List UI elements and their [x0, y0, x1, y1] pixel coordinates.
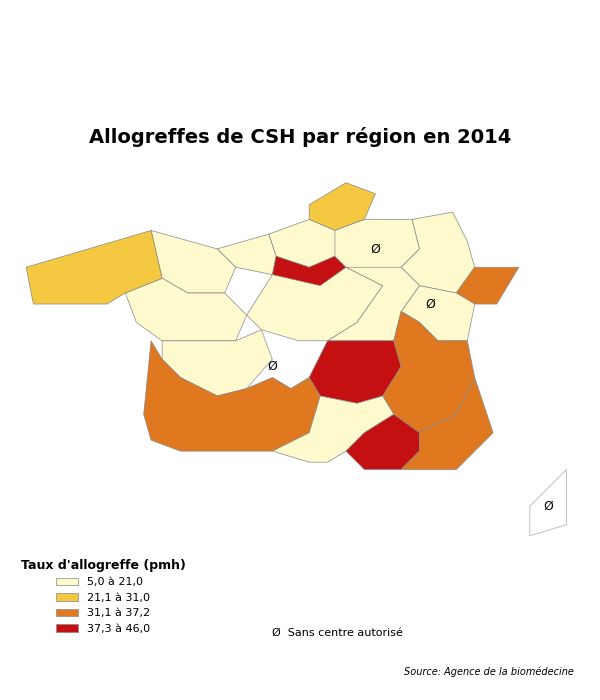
Polygon shape	[26, 230, 162, 304]
Text: Ø: Ø	[370, 242, 380, 256]
Polygon shape	[401, 212, 475, 293]
Polygon shape	[335, 220, 419, 286]
Polygon shape	[383, 312, 475, 433]
Polygon shape	[247, 267, 383, 341]
Text: Source: Agence de la biomédecine: Source: Agence de la biomédecine	[404, 666, 574, 677]
Text: Ø  Sans centre autorisé: Ø Sans centre autorisé	[271, 628, 403, 638]
Polygon shape	[247, 330, 328, 389]
Text: Ø: Ø	[268, 360, 277, 373]
Polygon shape	[309, 341, 401, 403]
Polygon shape	[346, 414, 419, 470]
Polygon shape	[269, 220, 364, 267]
Legend: 5,0 à 21,0, 21,1 à 31,0, 31,1 à 37,2, 37,3 à 46,0: 5,0 à 21,0, 21,1 à 31,0, 31,1 à 37,2, 37…	[20, 559, 185, 634]
Text: Ø: Ø	[425, 298, 436, 311]
Polygon shape	[456, 267, 519, 304]
Polygon shape	[217, 234, 276, 274]
Polygon shape	[151, 230, 236, 293]
Polygon shape	[401, 377, 493, 470]
Text: Ø: Ø	[543, 500, 553, 513]
Title: Allogreffes de CSH par région en 2014: Allogreffes de CSH par région en 2014	[89, 127, 511, 147]
Polygon shape	[272, 256, 346, 286]
Polygon shape	[530, 470, 566, 536]
Polygon shape	[162, 330, 272, 396]
Polygon shape	[309, 183, 376, 230]
Polygon shape	[272, 396, 394, 462]
Polygon shape	[328, 267, 419, 341]
Polygon shape	[144, 341, 320, 451]
Polygon shape	[125, 279, 247, 341]
Polygon shape	[401, 286, 475, 341]
